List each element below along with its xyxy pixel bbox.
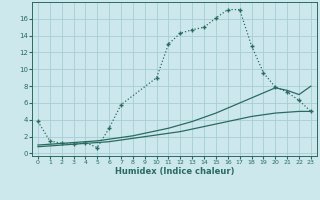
X-axis label: Humidex (Indice chaleur): Humidex (Indice chaleur)	[115, 167, 234, 176]
